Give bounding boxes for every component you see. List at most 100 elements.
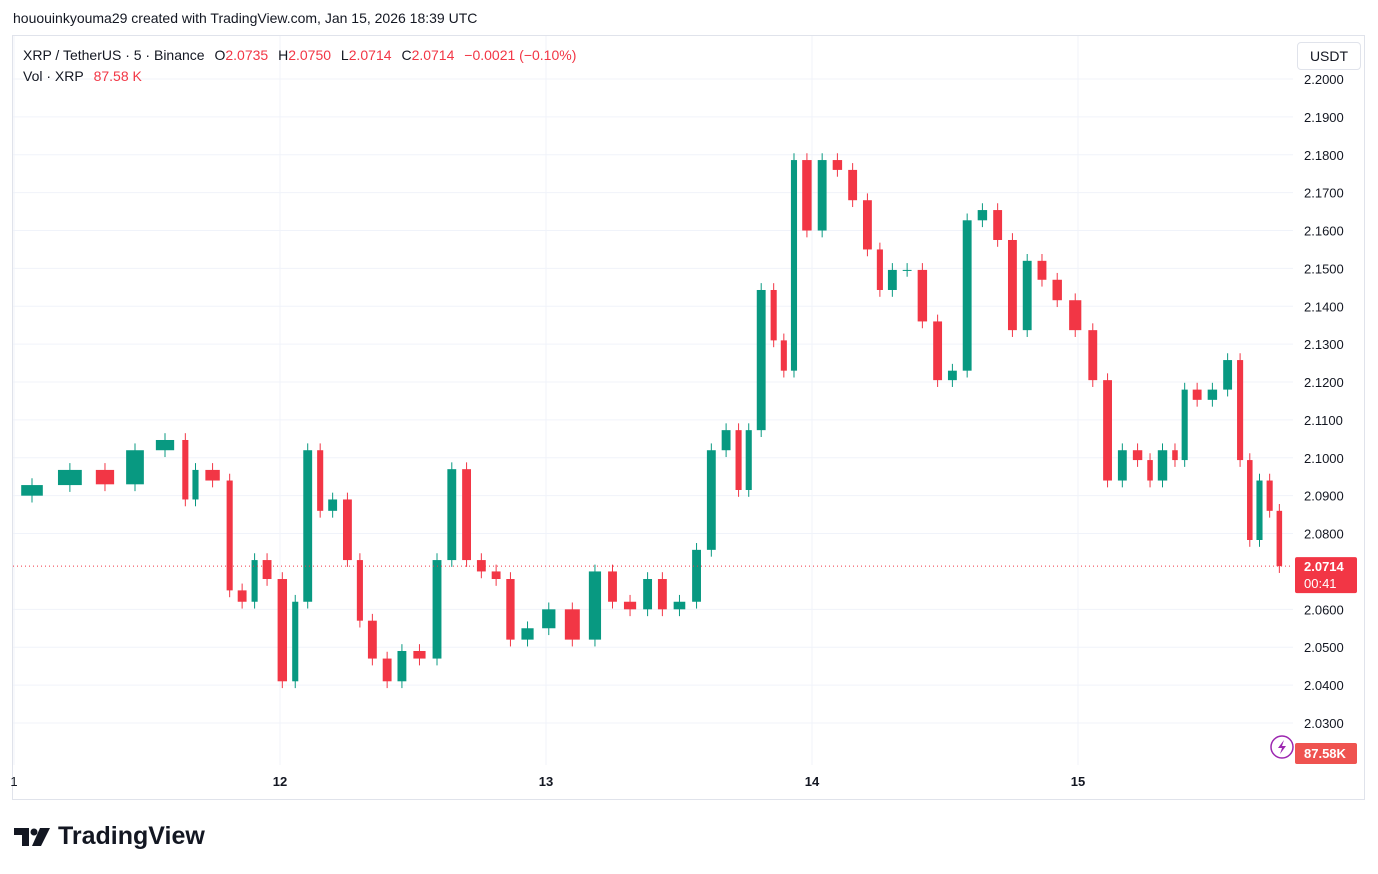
candle-body: [756, 289, 766, 431]
candle-body: [706, 450, 716, 550]
candle-body: [1022, 260, 1032, 331]
candle-body: [1276, 510, 1283, 567]
price-tick-label: 2.0500: [1304, 640, 1344, 655]
price-tick-label: 2.0300: [1304, 716, 1344, 731]
candle-body: [780, 340, 787, 371]
high-value: 2.0750: [288, 47, 332, 63]
symbol-title[interactable]: XRP / TetherUS · 5 · Binance: [23, 47, 205, 63]
change-value: −0.0021 (−0.10%): [464, 47, 577, 63]
symbol-legend: XRP / TetherUS · 5 · Binance O2.0735 H2.…: [23, 45, 582, 87]
candle-body: [506, 579, 515, 640]
candle-body: [262, 560, 272, 580]
tradingview-logo[interactable]: TradingView: [14, 822, 205, 851]
candle-body: [848, 169, 858, 201]
candle-body: [521, 628, 534, 640]
candle-body: [57, 469, 82, 486]
candle-body: [1117, 450, 1127, 481]
price-tick-label: 2.1800: [1304, 148, 1344, 163]
candle-body: [802, 160, 812, 231]
volume-value: 87.58 K: [93, 68, 142, 84]
candle-body: [1256, 480, 1263, 540]
volume-label: Vol · XRP: [23, 68, 84, 84]
footer-brand: TradingView: [58, 822, 205, 850]
candle-body: [462, 469, 472, 561]
candle-body: [1237, 360, 1244, 461]
candle-body: [205, 469, 220, 481]
candle-body: [192, 469, 199, 500]
grid: [13, 36, 1293, 765]
candle-body: [564, 609, 580, 640]
open-label: O: [214, 47, 226, 63]
candle-body: [342, 499, 352, 561]
candle-body: [1207, 389, 1218, 400]
candle-body: [356, 560, 363, 621]
price-tick-label: 2.0600: [1304, 602, 1344, 617]
candle-body: [126, 450, 144, 485]
candle-body: [155, 439, 175, 451]
candle-body: [1069, 300, 1082, 331]
candle-body: [917, 269, 928, 322]
time-tick-label: 14: [805, 774, 820, 789]
close-label: C: [401, 47, 412, 63]
open-value: 2.0735: [225, 47, 269, 63]
candle-body: [1132, 450, 1143, 461]
candle-body: [657, 579, 667, 610]
candle-body: [1192, 389, 1202, 400]
candle-body: [317, 450, 324, 511]
candle-body: [1223, 360, 1233, 390]
price-tick-label: 2.1700: [1304, 186, 1344, 201]
price-tick-label: 2.0800: [1304, 527, 1344, 542]
candle-body: [1157, 450, 1168, 481]
chart-credit: hououinkyouma29 created with TradingView…: [13, 10, 478, 26]
candle-body: [95, 469, 115, 485]
low-label: L: [340, 47, 349, 63]
candle-body: [862, 200, 872, 250]
candle-body: [226, 480, 233, 591]
price-tick-label: 2.1500: [1304, 261, 1344, 276]
candle-body: [608, 571, 617, 602]
candle-body: [277, 579, 288, 682]
overlay: 2.0714 00:41 87.58K: [13, 557, 1357, 764]
candle-body: [413, 650, 426, 659]
candle-body: [1181, 389, 1188, 461]
candle-body: [745, 430, 752, 490]
candle-body: [933, 321, 943, 381]
price-tick-label: 2.1200: [1304, 375, 1344, 390]
candle-body: [182, 439, 189, 500]
candle-body: [447, 469, 457, 561]
lightning-bolt-icon: [1278, 740, 1286, 754]
time-axis: 1 12 13 14 15: [10, 774, 1085, 789]
candle-body: [1172, 450, 1178, 461]
candle-body: [673, 601, 686, 610]
volume-badge-label: 87.58K: [1304, 746, 1347, 761]
close-value: 2.0714: [411, 47, 455, 63]
candle-body: [977, 210, 988, 221]
candle-body: [790, 160, 798, 371]
candle-body: [491, 571, 501, 580]
candle-body: [832, 160, 843, 170]
candle-body: [21, 485, 43, 496]
candle-body: [1247, 460, 1253, 540]
price-tick-label: 2.1600: [1304, 224, 1344, 239]
candle-body: [643, 579, 653, 610]
time-tick-label: 12: [273, 774, 287, 789]
candle-body: [1007, 239, 1017, 331]
candle-body: [588, 571, 602, 640]
price-tick-label: 2.1000: [1304, 451, 1344, 466]
candle-body: [1052, 279, 1062, 301]
candle-body: [770, 289, 777, 341]
candle-body: [692, 549, 701, 602]
candle-body: [432, 560, 442, 659]
time-tick-label: 1: [10, 774, 17, 789]
candle-body: [1037, 260, 1047, 280]
price-axis: 2.2000 2.1900 2.1800 2.1700 2.1600 2.1500 2.14…: [1304, 72, 1344, 731]
candle-body: [947, 370, 957, 381]
low-value: 2.0714: [348, 47, 392, 63]
price-tick-label: 2.0400: [1304, 678, 1344, 693]
high-label: H: [278, 47, 289, 63]
candle-body: [993, 210, 1003, 240]
currency-button[interactable]: USDT: [1297, 42, 1361, 70]
last-price-badge: [1295, 557, 1357, 594]
candle-body: [902, 269, 912, 271]
